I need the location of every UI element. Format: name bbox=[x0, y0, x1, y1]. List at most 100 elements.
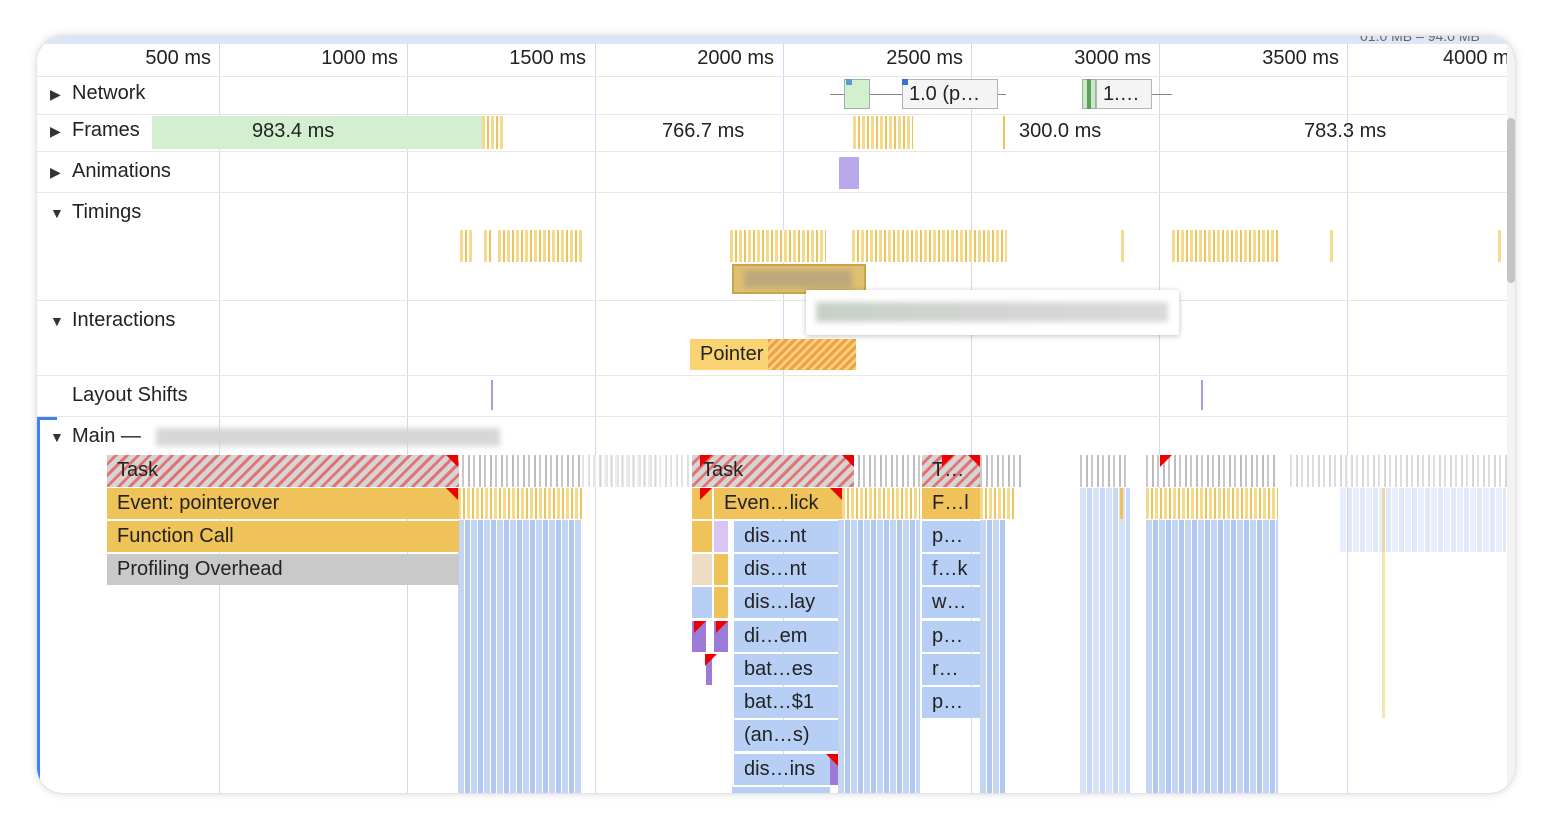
flame-event[interactable]: F…l bbox=[922, 488, 980, 519]
long-task-warning-icon bbox=[942, 455, 954, 467]
track-main[interactable]: ▼ Main — bbox=[50, 425, 144, 448]
event-slices[interactable] bbox=[458, 488, 582, 519]
timing-marks[interactable] bbox=[498, 230, 584, 262]
flame-slice[interactable] bbox=[714, 554, 728, 585]
flame-slice[interactable] bbox=[692, 554, 712, 585]
flame-slice[interactable] bbox=[692, 587, 712, 618]
flame-label: (an…s) bbox=[744, 724, 810, 746]
flame-call[interactable]: (an…s) bbox=[732, 720, 838, 751]
call-slices[interactable] bbox=[1080, 488, 1130, 793]
flame-call[interactable]: bat…$1 bbox=[732, 687, 838, 718]
task-slices[interactable] bbox=[582, 455, 690, 487]
flame-label: bat…es bbox=[744, 658, 813, 680]
row-separator bbox=[37, 416, 1507, 417]
flame-slice[interactable] bbox=[1382, 488, 1385, 718]
flame-label: p… bbox=[932, 625, 964, 647]
flame-event[interactable]: Event: pointerover bbox=[107, 488, 459, 519]
long-task-warning-icon bbox=[1160, 455, 1172, 467]
frame-block[interactable] bbox=[152, 116, 482, 149]
flame-slice[interactable] bbox=[714, 521, 728, 552]
flame-call[interactable]: bat…es bbox=[732, 654, 838, 685]
interaction-delay[interactable] bbox=[768, 339, 856, 370]
call-slices[interactable] bbox=[838, 520, 920, 793]
timing-marks[interactable] bbox=[730, 230, 826, 262]
timing-mark[interactable] bbox=[1330, 230, 1333, 262]
track-animations[interactable]: ▶ Animations bbox=[50, 160, 174, 183]
vertical-scrollbar[interactable] bbox=[1507, 44, 1515, 793]
flame-call[interactable]: r… bbox=[922, 654, 980, 685]
animation-block[interactable] bbox=[839, 157, 859, 189]
track-layout-shifts[interactable]: Layout Shifts bbox=[72, 384, 191, 407]
network-request[interactable]: 1.0 (p… bbox=[902, 79, 998, 109]
task-slices[interactable] bbox=[852, 455, 930, 487]
flame-slice[interactable] bbox=[1120, 488, 1123, 519]
call-slices[interactable] bbox=[1340, 488, 1506, 552]
network-request[interactable]: 1.… bbox=[1096, 79, 1152, 109]
layout-shift-mark[interactable] bbox=[1201, 380, 1203, 410]
task-slices[interactable] bbox=[462, 455, 582, 487]
flame-call[interactable]: dis…ins bbox=[732, 754, 830, 785]
track-timings[interactable]: ▼ Timings bbox=[50, 201, 145, 224]
interaction-pointer[interactable]: Pointer bbox=[690, 339, 768, 370]
scrollbar-thumb[interactable] bbox=[1507, 118, 1515, 283]
task-slices[interactable] bbox=[980, 455, 1024, 487]
track-animations-label: Animations bbox=[72, 160, 171, 182]
collapse-triangle-icon[interactable]: ▼ bbox=[50, 313, 64, 329]
timing-mark[interactable] bbox=[1121, 230, 1124, 262]
collapse-triangle-icon[interactable]: ▼ bbox=[50, 429, 64, 445]
grid-line bbox=[971, 44, 972, 793]
frame-duration: 983.4 ms bbox=[252, 120, 335, 142]
frame-marks bbox=[853, 116, 913, 149]
flame-slice[interactable] bbox=[692, 521, 712, 552]
flame-task[interactable]: Task bbox=[107, 455, 459, 487]
flame-slice[interactable] bbox=[732, 787, 830, 793]
long-task-warning-icon bbox=[700, 488, 712, 500]
flame-call[interactable]: p… bbox=[922, 521, 980, 552]
call-slices[interactable] bbox=[980, 520, 1006, 793]
timing-marks[interactable] bbox=[1172, 230, 1278, 262]
long-task-warning-icon bbox=[700, 455, 712, 467]
call-slices[interactable] bbox=[1146, 520, 1278, 793]
track-network[interactable]: ▶ Network bbox=[50, 82, 149, 105]
request-marker bbox=[1087, 79, 1091, 109]
grid-line bbox=[407, 44, 408, 793]
event-slices[interactable] bbox=[842, 488, 920, 519]
flame-label: r… bbox=[932, 658, 959, 680]
collapse-triangle-icon[interactable]: ▼ bbox=[50, 205, 64, 221]
layout-shift-mark[interactable] bbox=[491, 380, 493, 410]
flame-call[interactable]: f…k bbox=[922, 554, 980, 585]
track-interactions[interactable]: ▼ Interactions bbox=[50, 309, 179, 332]
flame-function-call[interactable]: Function Call bbox=[107, 521, 459, 552]
flame-call[interactable]: dis…lay bbox=[732, 587, 838, 618]
event-slices[interactable] bbox=[980, 488, 1016, 519]
event-slices[interactable] bbox=[1146, 488, 1278, 519]
call-slices[interactable] bbox=[458, 520, 582, 793]
row-separator bbox=[37, 114, 1507, 115]
expand-triangle-icon[interactable]: ▶ bbox=[50, 123, 61, 139]
expand-triangle-icon[interactable]: ▶ bbox=[50, 164, 61, 180]
task-slices[interactable] bbox=[1080, 455, 1130, 487]
flame-slice[interactable] bbox=[706, 654, 712, 685]
overview-strip[interactable] bbox=[37, 36, 1515, 44]
flame-call[interactable]: p… bbox=[922, 621, 980, 652]
frame-duration: 300.0 ms bbox=[1019, 120, 1102, 142]
flame-slice[interactable] bbox=[714, 587, 728, 618]
flame-call[interactable]: w… bbox=[922, 587, 980, 618]
track-frames[interactable]: ▶ Frames bbox=[50, 119, 143, 142]
task-slices[interactable] bbox=[1290, 455, 1510, 487]
network-request-label: 1.0 (p… bbox=[909, 83, 981, 105]
flame-slice[interactable] bbox=[830, 754, 838, 785]
flame-call[interactable]: p… bbox=[922, 687, 980, 718]
flame-event[interactable]: Even…lick bbox=[714, 488, 842, 519]
task-slices[interactable] bbox=[600, 455, 660, 487]
flame-call[interactable]: di…em bbox=[732, 621, 838, 652]
flame-task[interactable]: Task bbox=[692, 455, 854, 487]
flame-profiling-overhead[interactable]: Profiling Overhead bbox=[107, 554, 459, 585]
flame-call[interactable]: dis…nt bbox=[732, 554, 838, 585]
flame-call[interactable]: dis…nt bbox=[732, 521, 838, 552]
timing-marks[interactable] bbox=[484, 230, 492, 262]
timing-mark[interactable] bbox=[1498, 230, 1501, 262]
expand-triangle-icon[interactable]: ▶ bbox=[50, 86, 61, 102]
timing-marks[interactable] bbox=[460, 230, 472, 262]
timing-marks[interactable] bbox=[852, 230, 1007, 262]
